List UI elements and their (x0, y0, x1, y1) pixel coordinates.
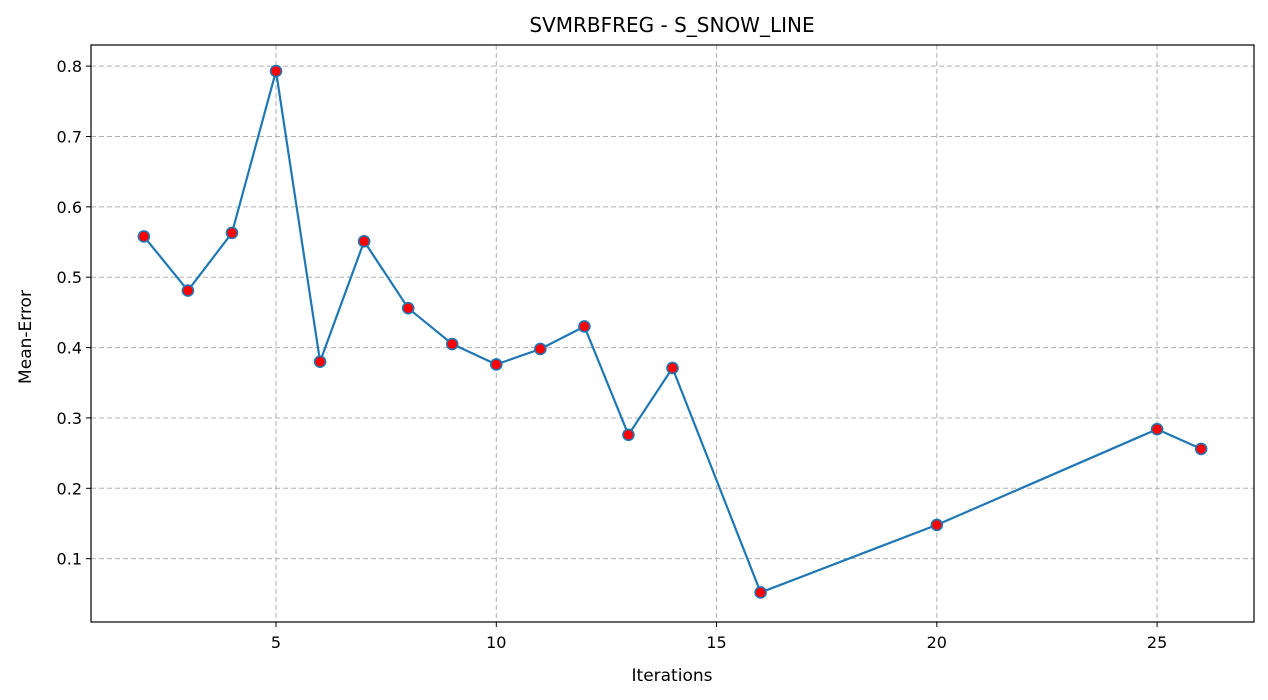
x-axis-label: Iterations (632, 666, 713, 686)
data-point (1194, 442, 1208, 456)
data-point (489, 358, 503, 371)
x-tick-label: 25 (1147, 633, 1167, 652)
data-point (357, 235, 371, 248)
data-point (754, 586, 767, 599)
y-tick-label: 0.7 (57, 127, 82, 146)
y-tick-label: 0.3 (57, 409, 82, 428)
data-point (445, 337, 459, 351)
data-point (269, 64, 283, 78)
x-tick-label: 15 (706, 633, 726, 652)
data-point (930, 518, 944, 532)
data-point (181, 284, 195, 297)
data-point (534, 342, 547, 356)
data-point (225, 226, 239, 240)
data-point (401, 301, 415, 315)
plot-frame (90, 44, 1255, 623)
y-tick-label: 0.1 (57, 550, 82, 569)
y-tick-label: 0.4 (57, 339, 82, 358)
chart-title: SVMRBFREG - S_SNOW_LINE (529, 13, 814, 37)
data-point (622, 428, 635, 442)
grid (91, 45, 1254, 622)
series-line (143, 69, 1202, 594)
y-axis-label: Mean-Error (16, 290, 36, 384)
x-tick-label: 10 (486, 633, 506, 652)
data-point (313, 355, 327, 368)
y-tick-label: 0.6 (57, 198, 82, 217)
data-point (1150, 422, 1164, 436)
data-point (137, 230, 151, 243)
x-tick-label: 20 (927, 633, 947, 652)
series-layer (137, 64, 1208, 599)
y-tick-label: 0.5 (57, 268, 82, 287)
y-tick-label: 0.2 (57, 479, 82, 498)
x-tick-label: 5 (271, 633, 281, 652)
x-axis: 5 10 15 20 25 (271, 622, 1167, 652)
y-tick-label: 0.8 (57, 57, 82, 76)
data-point (578, 320, 591, 333)
data-point (666, 361, 679, 375)
y-axis: 0.1 0.2 0.3 0.4 0.5 0.6 0.7 0.8 (57, 57, 91, 569)
